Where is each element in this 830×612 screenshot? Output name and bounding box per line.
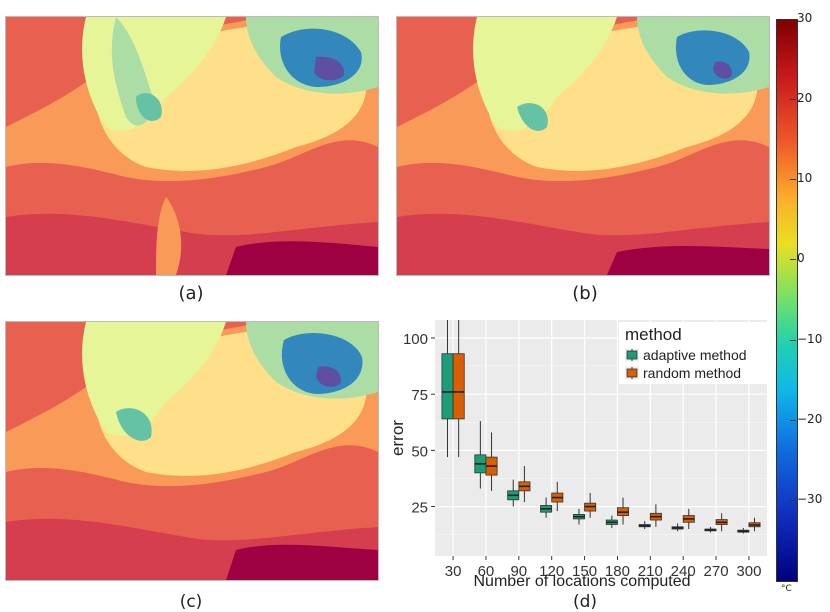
legend-entry-label: random method (643, 365, 741, 381)
panel-label-c: (c) (179, 592, 203, 612)
y-tick-label: 100 (403, 331, 428, 348)
legend: method adaptive method random method (619, 322, 767, 384)
colorbar-unit: °C (781, 584, 792, 594)
temperature-map-b (396, 16, 770, 276)
error-boxplot: 25 50 75 100 30 60 90 120 150 180 210 240 270 300 er… (383, 316, 773, 596)
x-tick-label: 60 (478, 563, 495, 580)
colorbar-tick-label: 0 (797, 251, 805, 266)
box-adaptive (441, 353, 454, 420)
box-random (452, 353, 465, 420)
panel-label-b: (b) (572, 283, 598, 304)
y-tick-label: 50 (411, 443, 428, 460)
y-tick-label: 25 (411, 500, 428, 517)
legend-entry-label: adaptive method (643, 347, 747, 363)
legend-key-box (626, 350, 638, 360)
legend-background (619, 322, 767, 384)
legend-title: method (625, 325, 682, 344)
colorbar-tick-mark (790, 419, 796, 421)
colorbar-tick-label: 10 (797, 171, 813, 186)
colorbar-tick-mark (790, 179, 796, 181)
colorbar-tick-mark (790, 499, 796, 501)
colorbar-tick-label: −30 (797, 491, 823, 506)
temperature-map-c (5, 321, 379, 581)
x-tick-label: 300 (736, 563, 761, 580)
x-tick-label: 30 (445, 563, 462, 580)
x-tick-label: 270 (704, 563, 729, 580)
colorbar (776, 19, 798, 582)
x-tick-label: 210 (638, 563, 663, 580)
colorbar-tick-label: 20 (797, 91, 813, 106)
temperature-map-a (5, 16, 379, 276)
colorbar-tick-mark (790, 259, 796, 261)
x-tick-label: 180 (605, 563, 630, 580)
y-axis-label: error (388, 420, 407, 456)
x-tick-label: 120 (539, 563, 564, 580)
colorbar-tick-label: −10 (797, 331, 823, 346)
x-tick-label: 240 (671, 563, 696, 580)
x-tick-label: 90 (510, 563, 527, 580)
colorbar-tick-label: 30 (797, 11, 813, 25)
panel-label-d: (d) (572, 592, 598, 612)
x-tick-label: 150 (572, 563, 597, 580)
x-axis-label: Number of locations computed (474, 573, 691, 590)
panel-label-a: (a) (178, 283, 204, 304)
legend-key-box (626, 368, 638, 378)
colorbar-tick-mark (790, 99, 796, 101)
y-tick-label: 75 (411, 387, 428, 404)
colorbar-tick-label: −20 (797, 411, 823, 426)
colorbar-tick-mark (790, 19, 796, 20)
colorbar-tick-mark (790, 339, 796, 341)
